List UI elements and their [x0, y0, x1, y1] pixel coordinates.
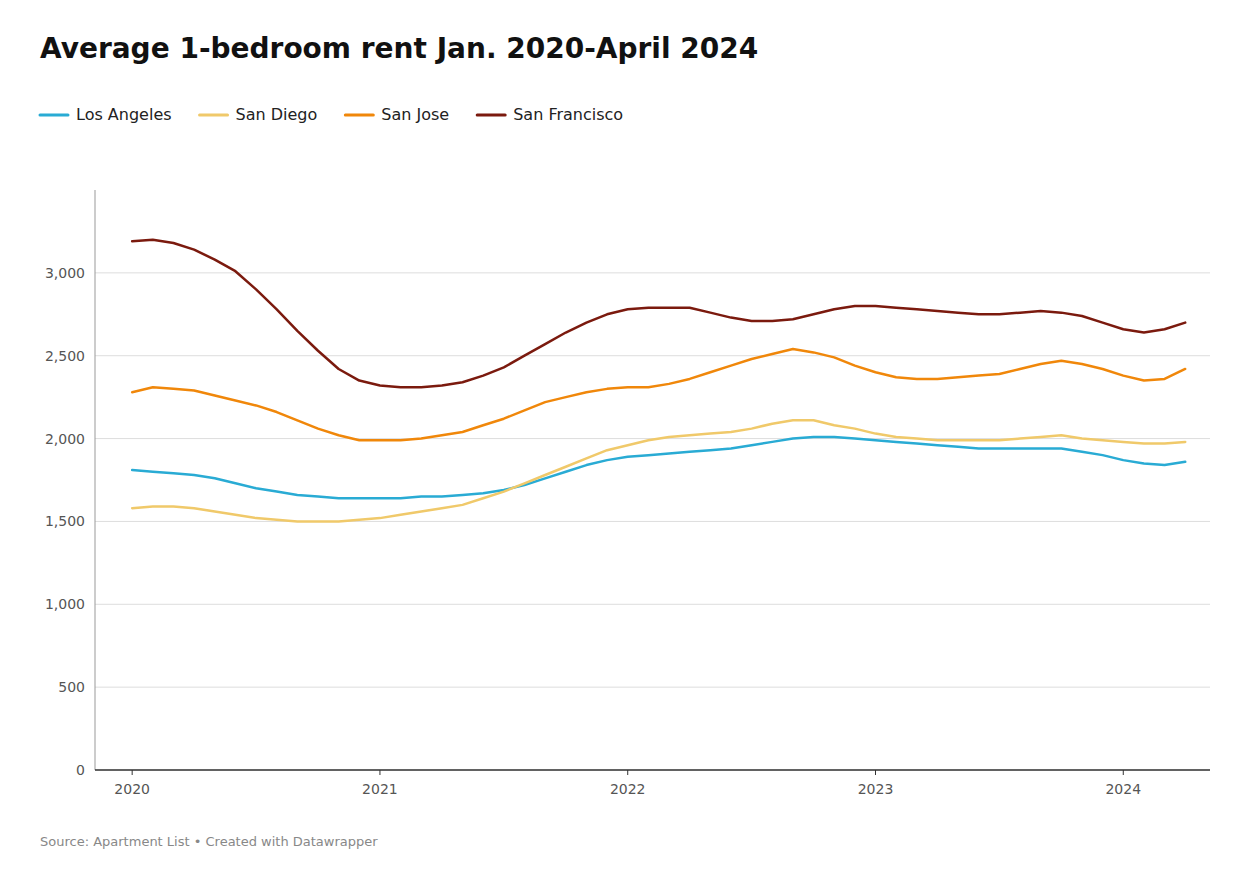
y-axis: 0 500 1,000 1,500 2,000 2,500 3,000 — [45, 190, 95, 778]
legend: Los Angeles San Diego San Jose San Francisc… — [40, 105, 623, 124]
legend-label: San Diego — [236, 105, 318, 124]
y-tick-label: 2,500 — [45, 348, 85, 364]
x-axis: 2020 2021 2022 2023 2024 — [95, 770, 1210, 797]
source: Source: Apartment List • Created with Da… — [40, 834, 378, 849]
grid-line — [95, 521, 1210, 522]
y-axis-line — [95, 190, 96, 770]
legend-swatch — [40, 114, 68, 117]
legend-item: San Diego — [200, 105, 318, 124]
series-line — [132, 420, 1185, 521]
y-tick-label: 0 — [76, 762, 85, 778]
grid — [95, 273, 1210, 770]
title: Average 1-bedroom rent Jan. 2020-April 2… — [40, 32, 758, 65]
chart: Average 1-bedroom rent Jan. 2020-April 2… — [0, 0, 1240, 876]
y-tick-label: 500 — [58, 679, 85, 695]
y-tick-label: 1,000 — [45, 596, 85, 612]
legend-label: San Francisco — [513, 105, 623, 124]
x-tick — [132, 770, 133, 775]
x-tick-label: 2020 — [114, 781, 150, 797]
y-tick-label: 3,000 — [45, 265, 85, 281]
x-axis-line — [95, 769, 1210, 771]
legend-swatch — [200, 114, 228, 117]
legend-swatch — [477, 114, 505, 117]
legend-label: Los Angeles — [76, 105, 172, 124]
legend-swatch — [345, 114, 373, 117]
x-tick — [875, 770, 876, 775]
lines — [132, 240, 1185, 522]
legend-item: San Jose — [345, 105, 449, 124]
grid-line — [95, 770, 1210, 771]
x-tick — [379, 770, 380, 775]
x-tick-label: 2024 — [1105, 781, 1141, 797]
series-line — [132, 349, 1185, 440]
y-tick-label: 2,000 — [45, 431, 85, 447]
legend-item: San Francisco — [477, 105, 623, 124]
grid-line — [95, 604, 1210, 605]
legend-item: Los Angeles — [40, 105, 172, 124]
grid-line — [95, 272, 1210, 273]
x-tick — [627, 770, 628, 775]
x-tick-label: 2021 — [362, 781, 398, 797]
series-line — [132, 437, 1185, 498]
legend-label: San Jose — [381, 105, 449, 124]
x-tick-label: 2022 — [610, 781, 646, 797]
x-tick-label: 2023 — [858, 781, 894, 797]
x-tick — [1123, 770, 1124, 775]
grid-line — [95, 687, 1210, 688]
series-line — [132, 240, 1185, 387]
grid-line — [95, 355, 1210, 356]
y-tick-label: 1,500 — [45, 513, 85, 529]
